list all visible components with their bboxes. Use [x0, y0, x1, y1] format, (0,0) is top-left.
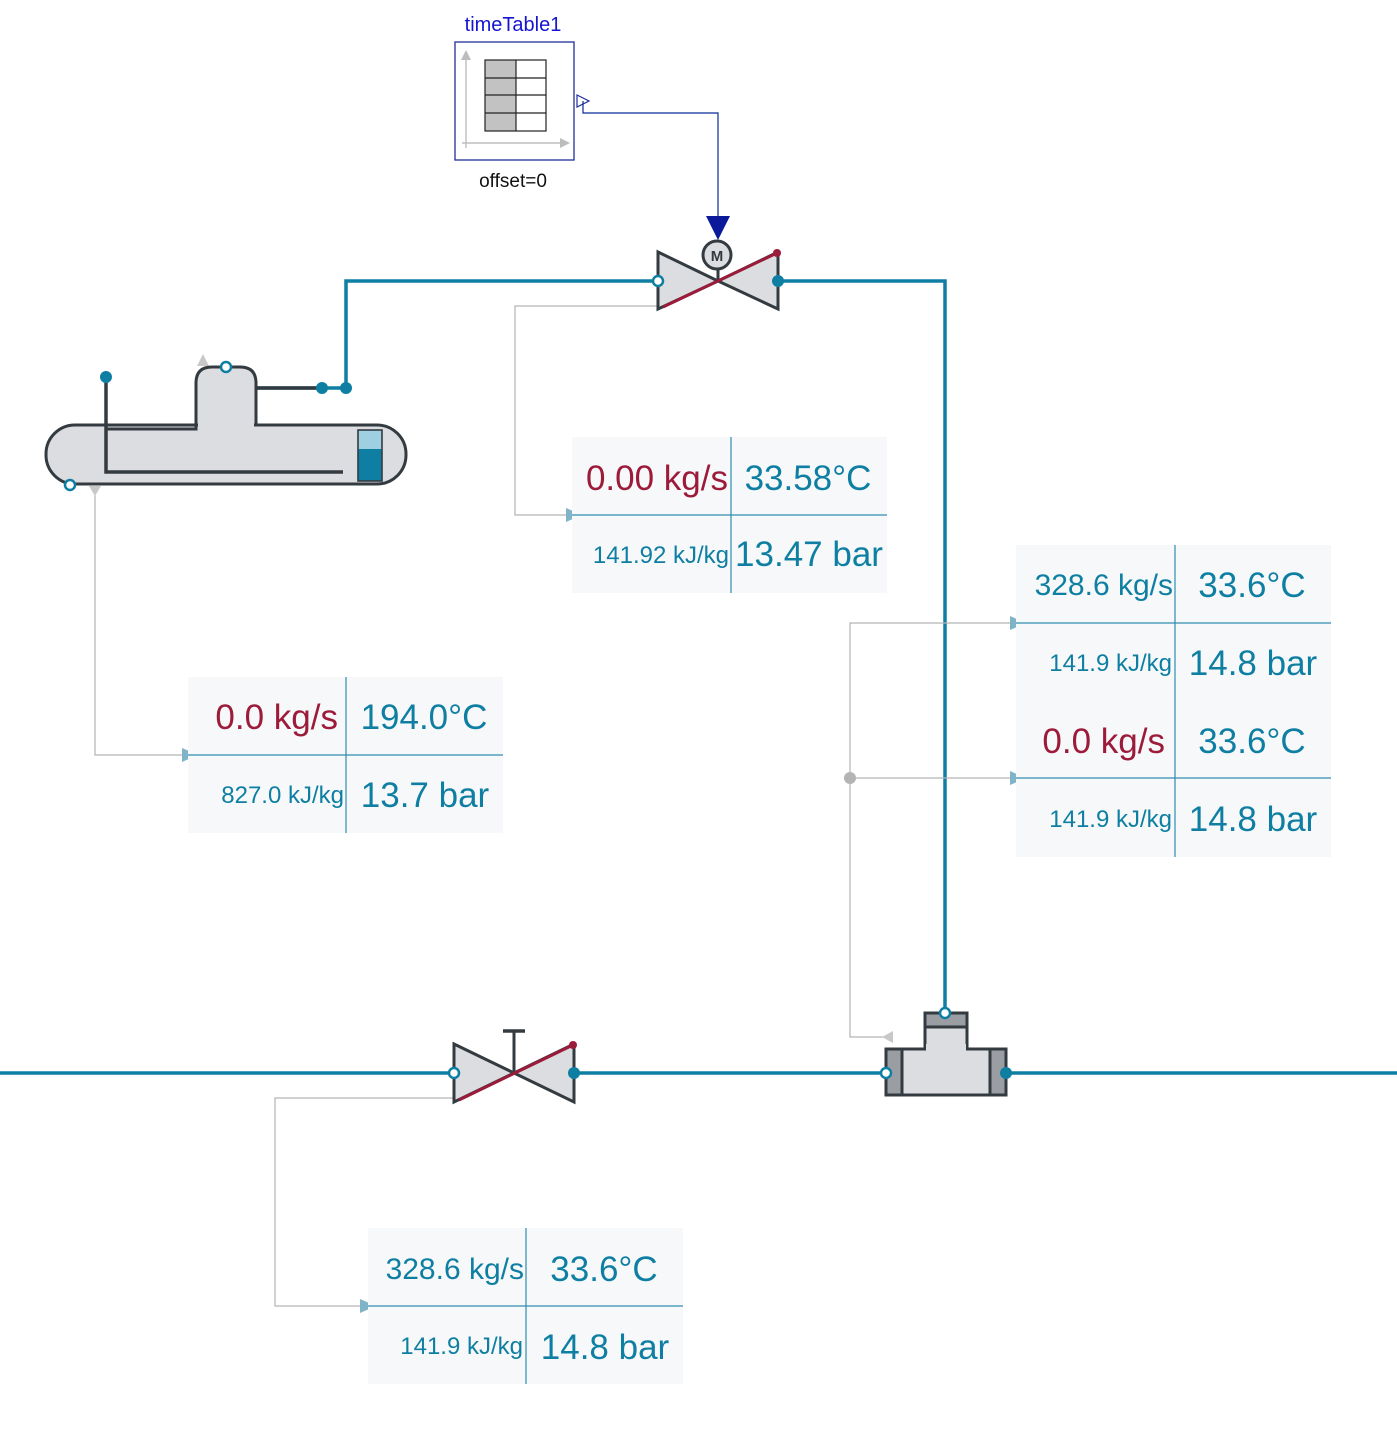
enthalpy-value: 141.92 kJ/kg	[593, 542, 729, 569]
state-card-tee-branch: 0.0 kg/s 33.6°C 141.9 kJ/kg 14.8 bar	[1016, 701, 1331, 857]
manual-valve-inlet-port[interactable]	[447, 1066, 461, 1080]
timetable-param: offset=0	[479, 171, 547, 192]
tee-top-port[interactable]	[938, 1006, 952, 1020]
enthalpy-value: 827.0 kJ/kg	[221, 782, 344, 809]
mass-flow-value: 328.6 kg/s	[1035, 569, 1173, 602]
motor-valve-icon	[656, 239, 781, 312]
control-input-arrow	[706, 216, 730, 240]
steam-drum-icon	[44, 365, 408, 486]
temperature-value: 33.58°C	[745, 459, 872, 498]
steam-drum[interactable]	[44, 360, 408, 492]
mass-flow-value: 0.0 kg/s	[1042, 722, 1165, 761]
signal-drum-card	[94, 490, 188, 756]
drum-bottom-signal-port	[89, 486, 101, 496]
temperature-value: 33.6°C	[550, 1250, 657, 1289]
motor-valve-outlet-port[interactable]	[772, 275, 784, 287]
drum-outlet-port[interactable]	[316, 382, 328, 394]
pipe-drum-to-motor-valve[interactable]	[344, 279, 658, 388]
mass-flow-value: 0.0 kg/s	[215, 698, 338, 737]
enthalpy-value: 141.9 kJ/kg	[1049, 650, 1172, 677]
drum-top-signal-port	[197, 354, 209, 366]
state-card-manual-valve: 328.6 kg/s 33.6°C 141.9 kJ/kg 14.8 bar	[368, 1228, 683, 1384]
pipe-motor-valve-to-tee[interactable]	[778, 279, 947, 1013]
pressure-value: 14.8 bar	[1189, 800, 1318, 839]
drum-pipe-connector[interactable]	[340, 382, 352, 394]
pressure-value: 14.8 bar	[1189, 644, 1318, 683]
tee-left-port[interactable]	[879, 1066, 893, 1080]
temperature-value: 33.6°C	[1198, 566, 1305, 605]
signal-manual-valve-card	[274, 1097, 454, 1307]
signal-junction-dot	[844, 772, 856, 784]
timetable-block[interactable]: timeTable1 offset=0	[454, 14, 591, 192]
tee-signal-port	[882, 1031, 893, 1043]
enthalpy-value: 141.9 kJ/kg	[1049, 806, 1172, 833]
table-icon	[461, 50, 570, 148]
tee-right-port[interactable]	[1000, 1067, 1012, 1079]
drum-steam-port[interactable]	[219, 360, 233, 374]
mass-flow-value: 328.6 kg/s	[386, 1253, 524, 1286]
state-card-tee-main: 328.6 kg/s 33.6°C 141.9 kJ/kg 14.8 bar	[1016, 545, 1331, 701]
tee-junction[interactable]	[879, 1006, 1012, 1097]
enthalpy-value: 141.9 kJ/kg	[400, 1333, 523, 1360]
pipes	[0, 279, 1397, 1075]
signal-tee-bus	[849, 622, 1016, 1038]
motor-badge: M	[711, 248, 724, 265]
pressure-value: 13.47 bar	[735, 535, 883, 574]
manual-valve[interactable]	[447, 1029, 580, 1105]
signal-motor-valve-card	[514, 305, 658, 516]
temperature-value: 194.0°C	[361, 698, 488, 737]
temperature-value: 33.6°C	[1198, 722, 1305, 761]
pressure-value: 14.8 bar	[541, 1328, 670, 1367]
drum-feed-port[interactable]	[100, 371, 112, 383]
motor-valve[interactable]: M	[651, 239, 784, 312]
drum-drain-port[interactable]	[63, 478, 77, 492]
manual-valve-outlet-port[interactable]	[568, 1067, 580, 1079]
tee-junction-icon	[884, 1011, 1008, 1097]
state-card-motor-valve: 0.00 kg/s 33.58°C 141.92 kJ/kg 13.47 bar	[572, 437, 887, 593]
manual-valve-icon	[452, 1029, 577, 1105]
mass-flow-value: 0.00 kg/s	[586, 459, 728, 498]
pressure-value: 13.7 bar	[361, 776, 490, 815]
state-card-drum: 0.0 kg/s 194.0°C 827.0 kJ/kg 13.7 bar	[188, 677, 503, 833]
timetable-name: timeTable1	[465, 14, 562, 36]
motor-valve-inlet-port[interactable]	[651, 274, 665, 288]
control-line-timetable-valve	[582, 101, 719, 218]
